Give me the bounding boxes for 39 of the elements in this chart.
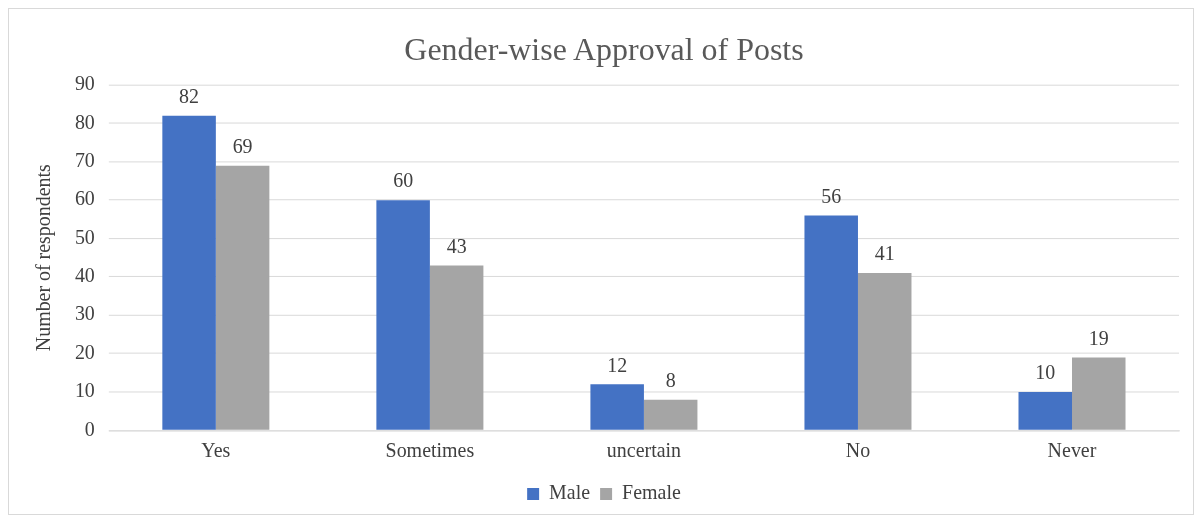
- x-tick-label: No: [845, 439, 871, 462]
- bar: [1018, 391, 1072, 430]
- bar: [857, 273, 912, 430]
- bar: [429, 265, 484, 430]
- y-tick-label: 30: [74, 302, 95, 325]
- y-tick-label: 40: [74, 264, 95, 287]
- data-label: 19: [1088, 326, 1109, 349]
- bar: [215, 165, 270, 430]
- bar: [376, 200, 430, 430]
- x-tick-label: Yes: [201, 439, 231, 462]
- bar: [162, 115, 216, 430]
- bar: [804, 215, 858, 430]
- data-label: 10: [1035, 361, 1056, 384]
- y-tick-label: 20: [74, 340, 95, 363]
- legend-label: Female: [622, 481, 681, 504]
- legend-label: Male: [549, 481, 591, 504]
- x-tick-label: Sometimes: [385, 439, 475, 462]
- x-tick-label: uncertain: [606, 439, 682, 462]
- bar: [643, 399, 698, 430]
- y-tick-label: 10: [74, 379, 95, 402]
- x-tick-label: Never: [1047, 439, 1097, 462]
- y-axis-title: Number of respondents: [32, 164, 56, 352]
- chart-title: Gender-wise Approval of Posts: [404, 32, 804, 68]
- y-tick-label: 60: [74, 187, 95, 210]
- y-tick-label: 90: [74, 72, 95, 95]
- data-label: 60: [393, 169, 414, 192]
- bar: [590, 384, 644, 430]
- data-label: 43: [446, 234, 467, 257]
- y-tick-label: 50: [74, 225, 95, 248]
- data-label: 41: [874, 242, 895, 265]
- data-label: 12: [607, 353, 628, 376]
- y-tick-label: 80: [74, 110, 95, 133]
- data-label: 8: [665, 368, 676, 391]
- bar: [1072, 357, 1126, 430]
- data-label: 82: [179, 85, 200, 108]
- y-tick-label: 0: [84, 417, 95, 440]
- y-tick-label: 70: [74, 149, 95, 172]
- data-label: 56: [821, 184, 842, 207]
- data-label: 69: [232, 134, 253, 157]
